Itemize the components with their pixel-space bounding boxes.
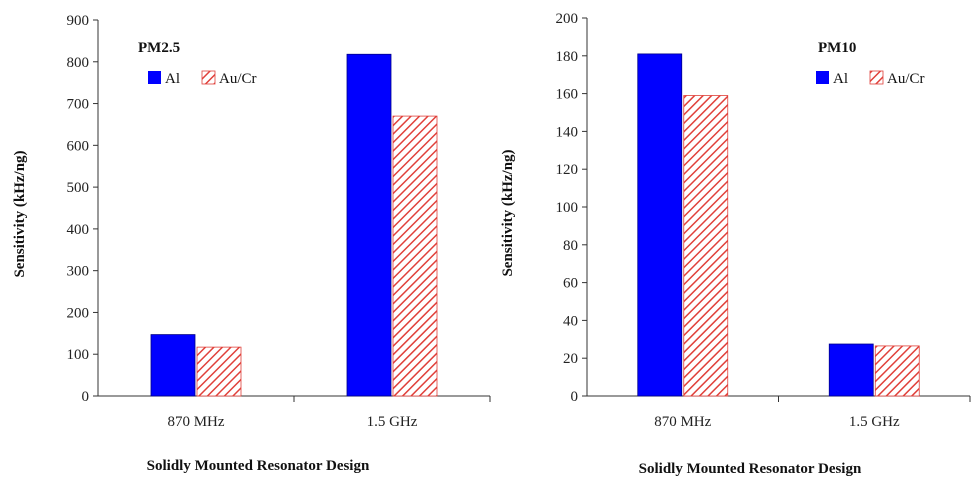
y-tick-label: 120: [556, 162, 579, 178]
legend-label-aucr: Au/Cr: [887, 71, 925, 87]
bar-aucr: [196, 346, 242, 397]
y-tick-label: 160: [556, 87, 579, 103]
legend-item-aucr: Au/Cr: [201, 70, 257, 87]
legend-swatch-aucr: [201, 70, 216, 85]
legend-label-aucr: Au/Cr: [219, 71, 257, 87]
y-tick-label: 0: [571, 389, 579, 405]
x-axis-title: Solidly Mounted Resonator Design: [639, 461, 862, 477]
bar-al: [346, 53, 392, 397]
chart-title: PM10: [818, 40, 856, 56]
y-tick-label: 60: [563, 276, 578, 292]
y-tick-label: 20: [563, 351, 578, 367]
y-tick-label: 80: [563, 238, 578, 254]
y-tick-label: 700: [67, 97, 90, 113]
y-tick-label: 500: [67, 180, 90, 196]
legend: Al Au/Cr: [148, 70, 257, 87]
legend-swatch-al: [816, 71, 829, 84]
y-tick-label: 200: [556, 11, 579, 27]
chart-pm25: PM2.5 Solidly Mounted Resonator Design S…: [12, 13, 491, 474]
y-tick-label: 200: [67, 305, 90, 321]
y-tick-label: 100: [556, 200, 579, 216]
y-tick-label: 100: [67, 347, 90, 363]
y-axis-title: Sensitivity (kHz/ng): [12, 150, 28, 277]
legend: Al Au/Cr: [816, 70, 925, 87]
x-axis-title: Solidly Mounted Resonator Design: [147, 458, 370, 474]
bar-aucr: [392, 115, 438, 397]
y-tick-label: 180: [556, 49, 579, 65]
y-axis-title: Sensitivity (kHz/ng): [500, 149, 516, 276]
bar-al: [150, 334, 196, 397]
y-tick-label: 400: [67, 222, 90, 238]
legend-label-al: Al: [165, 71, 180, 87]
bar-aucr: [874, 345, 920, 397]
y-tick-label: 900: [67, 13, 90, 29]
bar-al: [637, 53, 683, 397]
legend-item-aucr: Au/Cr: [869, 70, 925, 87]
bar-al: [828, 343, 874, 397]
chart-title: PM2.5: [138, 40, 180, 56]
y-tick-label: 0: [82, 389, 90, 405]
x-tick-label: 870 MHz: [167, 414, 224, 430]
x-tick-label: 1.5 GHz: [849, 414, 900, 430]
x-tick-label: 1.5 GHz: [367, 414, 418, 430]
legend-label-al: Al: [833, 71, 848, 87]
legend-swatch-al: [148, 71, 161, 84]
y-tick-label: 600: [67, 138, 90, 154]
y-tick-label: 300: [67, 264, 90, 280]
bar-aucr: [683, 95, 729, 397]
y-tick-label: 140: [556, 124, 579, 140]
chart-pm10: PM10 Solidly Mounted Resonator Design Se…: [500, 11, 971, 477]
y-tick-label: 40: [563, 313, 578, 329]
x-tick-label: 870 MHz: [654, 414, 711, 430]
y-tick-label: 800: [67, 55, 90, 71]
legend-item-al: Al: [148, 71, 180, 87]
legend-item-al: Al: [816, 71, 848, 87]
legend-swatch-aucr: [869, 70, 884, 85]
